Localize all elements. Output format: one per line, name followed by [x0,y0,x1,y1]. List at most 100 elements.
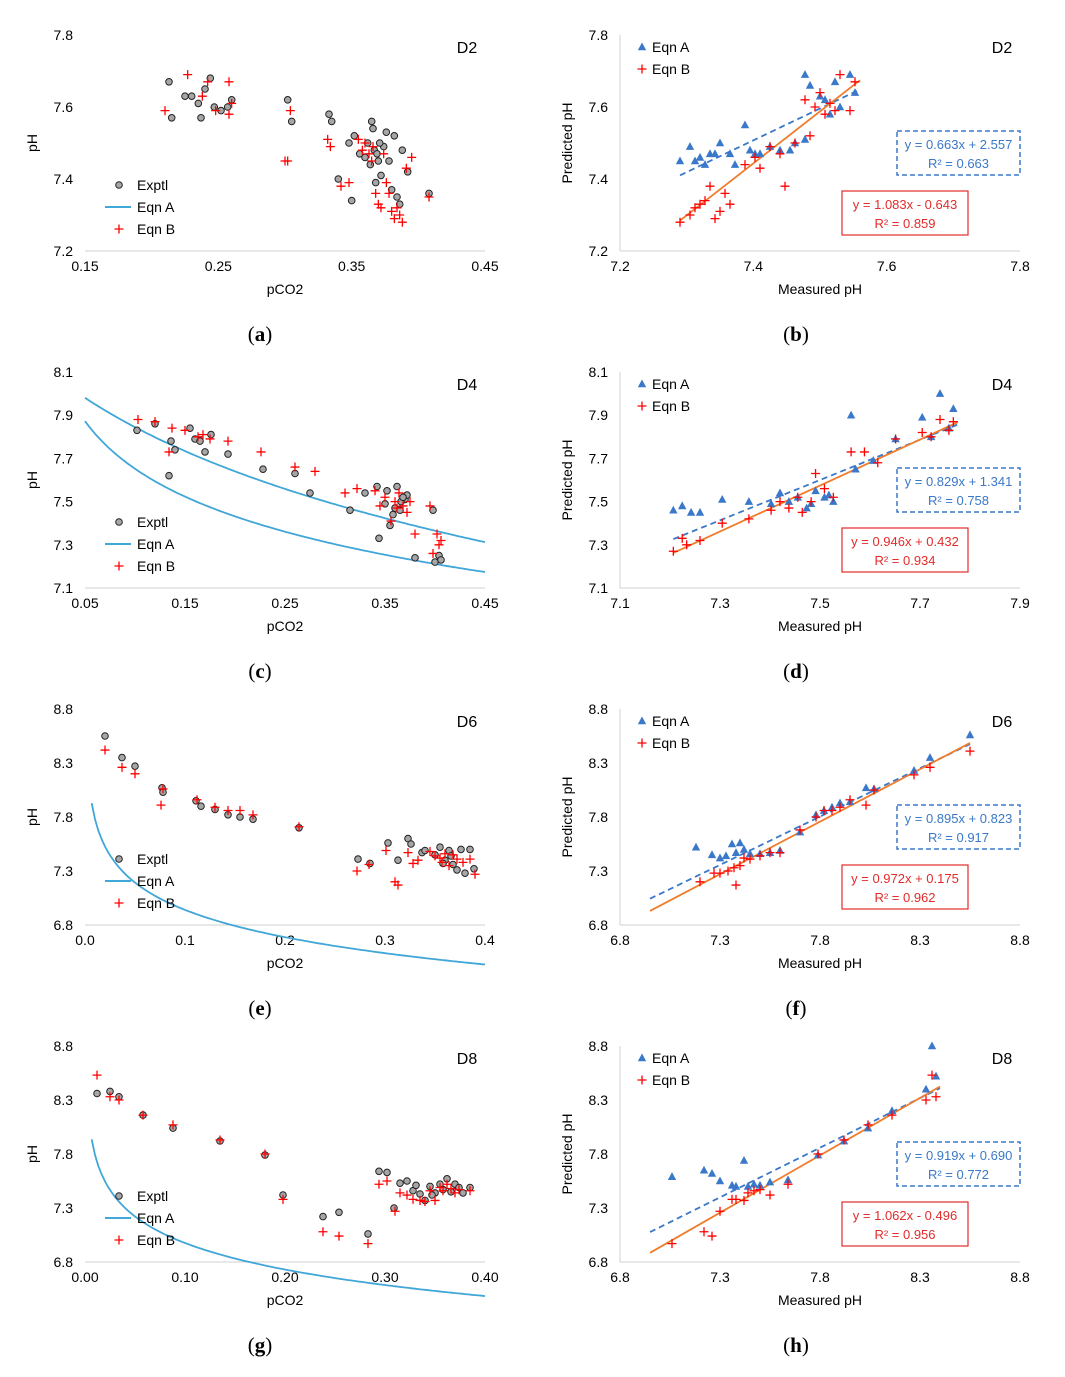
exptl-point [398,146,407,154]
eqn-b-point [394,488,404,498]
eqn-a-point [811,486,820,495]
legend-eqn-b-label: Eqn B [652,735,690,751]
eqn-b-point [357,145,367,155]
legend-exptl-symbol [115,518,123,526]
eqn-b-point [685,210,695,220]
legend-eqn-b-label: Eqn B [652,1072,690,1088]
eqn-b-point [405,497,415,507]
legend-eqn-a-label: Eqn A [652,376,690,392]
eqn-b-point [381,845,391,855]
eqn-b-point [381,178,391,188]
legend-eqn-a-symbol [637,379,647,388]
y-tick-label: 7.8 [589,809,609,825]
eqn-b-point [260,1149,270,1159]
exptl-point [133,426,141,435]
exptl-point [287,117,296,126]
exptl-point [283,96,292,104]
x-tick-label: 8.8 [1010,932,1030,948]
x-axis-title: pCO2 [267,281,304,297]
eqn-a-point [715,853,725,862]
exptl-point [223,103,232,111]
exptl-point [167,114,176,122]
eqn-b-point [677,533,687,543]
y-tick-label: 7.4 [589,171,609,187]
eqn-b-point [224,109,234,119]
eqn-b-point [344,178,354,188]
eqn-b-point [790,138,800,148]
eqn-a-point [861,783,871,792]
eqn-b-point [223,806,233,816]
eqn-a-fit-r2: R² = 0.772 [928,1167,989,1182]
eqn-b-point [387,206,397,216]
y-tick-label: 7.3 [54,1200,74,1216]
panel-tag: D2 [457,40,478,57]
eqn-a-fit-equation: y = 0.829x + 1.341 [905,474,1013,489]
eqn-b-point [364,149,374,159]
x-tick-label: 7.4 [744,258,764,274]
eqn-a-point [730,160,740,168]
exptl-point [375,139,384,147]
panel-tag: D6 [457,714,478,731]
eqn-a-point [851,464,860,473]
chart-panel-h: 6.8 7.3 7.8 8.3 8.8 6.8 7.3 7.8 8.3 8.8 Measured p… [559,1038,1030,1308]
eqn-b-point [723,866,733,876]
legend-eqn-a-label: Eqn A [137,199,175,215]
eqn-b-point [873,458,883,468]
eqn-b-point [205,434,215,444]
eqn-b-point [156,800,166,810]
eqn-b-point [198,430,208,440]
chart-panel-a: 0.15 0.25 0.35 0.45 7.2 7.4 7.6 7.8 pCO2 pH D2 Expt… [24,27,499,543]
exptl-point [457,845,465,854]
eqn-b-point [825,98,835,108]
eqn-a-fit-box [896,130,1021,176]
eqn-b-point [436,535,446,545]
legend-eqn-a-label: Eqn A [137,873,175,889]
y-tick-label: 6.8 [589,917,609,933]
exptl-point [386,521,394,530]
legend-eqn-a-label: Eqn A [137,1210,175,1226]
legend-eqn-a-symbol [637,716,647,725]
eqn-a-point [727,839,737,848]
eqn-b-point [793,492,803,502]
y-tick-label: 7.2 [54,243,74,259]
eqn-b-point [745,854,755,864]
eqn-b-point [432,529,442,539]
eqn-a-point [783,1175,793,1184]
x-tick-label: 7.8 [810,932,830,948]
eqn-b-point [846,447,856,457]
eqn-b-point [827,806,837,816]
eqn-a-point [850,88,860,96]
legend-exptl-label: Exptl [137,514,168,530]
eqn-a-fit-equation: y = 0.919x + 0.690 [905,1148,1013,1163]
eqn-b-point [926,432,936,442]
y-tick-label: 7.7 [54,450,74,466]
x-tick-label: 0.25 [271,595,298,611]
eqn-b-point [819,484,829,494]
eqn-b-point [784,503,794,513]
exptl-point [347,196,356,205]
eqn-a-fit-r2: R² = 0.917 [928,830,989,845]
x-tick-label: 0.30 [371,1269,398,1285]
eqn-b-point [430,1195,440,1205]
eqn-a-point [925,753,935,761]
y-tick-label: 8.3 [589,755,609,771]
exptl-point [181,92,189,100]
y-tick-label: 7.3 [54,863,74,879]
eqn-a-point [699,1165,709,1174]
legend-eqn-a-label: Eqn A [652,1050,690,1066]
chart-panel-f: 6.8 7.3 7.8 8.3 8.8 6.8 7.3 7.8 8.3 8.8 Measured p… [559,701,1030,971]
eqn-b-point [735,861,745,871]
eqn-a-point [846,410,856,419]
eqn-b-point [470,869,480,879]
eqn-b-point [828,492,838,502]
eqn-a-point [785,145,795,154]
legend-eqn-b-label: Eqn B [652,61,690,77]
eqn-b-point [729,863,739,873]
eqn-a-point [805,80,815,89]
exptl-point [396,1179,404,1187]
eqn-b-point [360,138,370,148]
eqn-b-point [458,857,468,867]
eqn-a-point [725,149,735,158]
panel-tag: D8 [457,1051,478,1068]
y-tick-label: 7.1 [589,580,609,596]
